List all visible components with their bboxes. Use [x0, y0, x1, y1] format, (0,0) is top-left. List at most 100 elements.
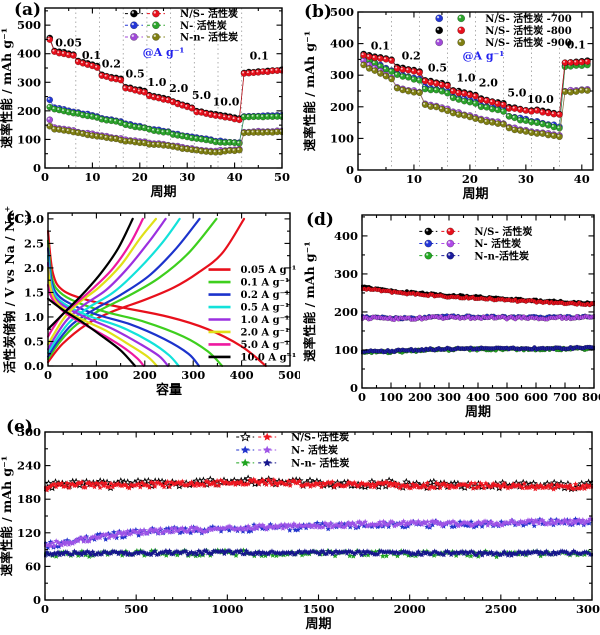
svg-text:30: 30 — [179, 170, 195, 184]
svg-text:50: 50 — [274, 170, 290, 184]
svg-text:0.5: 0.5 — [24, 334, 44, 348]
svg-text:100: 100 — [330, 131, 354, 145]
svg-text:N-n-活性炭: N-n-活性炭 — [474, 249, 529, 262]
svg-text:N/S- 活性炭: N/S- 活性炭 — [180, 7, 238, 20]
svg-text:5.0: 5.0 — [192, 89, 211, 102]
svg-text:N- 活性炭: N- 活性炭 — [474, 237, 521, 250]
panel-c-charge-discharge-curves: (c) 0 100 200 300 400 500 0.0 0.5 1.0 1.5 2.0 2.5 3.… — [0, 198, 300, 418]
svg-text:N/S- 活性炭 -800: N/S- 活性炭 -800 — [485, 24, 572, 37]
svg-text:0.2 A g⁻¹: 0.2 A g⁻¹ — [241, 290, 290, 301]
svg-text:1.0 A g⁻¹: 1.0 A g⁻¹ — [241, 315, 290, 326]
svg-text:1.0: 1.0 — [147, 76, 166, 89]
svg-text:100: 100 — [17, 132, 41, 146]
svg-text:2000: 2000 — [394, 602, 426, 616]
svg-text:0.1 A g⁻¹: 0.1 A g⁻¹ — [241, 278, 290, 289]
svg-text:40: 40 — [227, 170, 243, 184]
svg-text:180: 180 — [17, 492, 41, 506]
svg-text:10: 10 — [84, 170, 100, 184]
svg-text:0: 0 — [41, 602, 49, 616]
svg-text:500: 500 — [17, 18, 41, 32]
svg-text:10.0: 10.0 — [213, 96, 240, 109]
svg-text:0: 0 — [346, 163, 354, 177]
svg-text:100: 100 — [379, 390, 403, 404]
svg-text:2.0: 2.0 — [479, 77, 498, 90]
svg-text:速率性能 / mAh g⁻¹: 速率性能 / mAh g⁻¹ — [0, 28, 14, 148]
svg-text:800: 800 — [582, 390, 600, 404]
svg-text:0.2: 0.2 — [402, 49, 421, 62]
svg-text:N- 活性炭: N- 活性炭 — [180, 19, 227, 32]
svg-text:N- 活性炭: N- 活性炭 — [291, 444, 338, 457]
svg-text:周期: 周期 — [462, 187, 488, 200]
svg-text:2.0 A g⁻¹: 2.0 A g⁻¹ — [241, 328, 290, 339]
svg-text:0: 0 — [354, 172, 362, 186]
svg-text:0.05: 0.05 — [55, 37, 82, 50]
svg-text:200: 200 — [330, 100, 354, 114]
panel-a-rate-capability: (a) 0.05 0.1 0.2 0.5 1.0 2.0 5.0 10.0 0.1 @A g⁻¹ 0… — [0, 0, 300, 200]
svg-text:1500: 1500 — [302, 602, 334, 616]
svg-text:0: 0 — [33, 593, 41, 607]
svg-text:120: 120 — [17, 526, 41, 540]
svg-text:2.0: 2.0 — [169, 82, 188, 95]
svg-text:500: 500 — [330, 5, 354, 19]
svg-text:0.5: 0.5 — [125, 68, 144, 81]
svg-text:2.0: 2.0 — [24, 261, 44, 275]
svg-text:周期: 周期 — [465, 405, 491, 418]
svg-text:200: 200 — [334, 305, 358, 319]
panel-d-label: (d) — [306, 210, 334, 230]
svg-text:300: 300 — [17, 425, 41, 439]
svg-text:0.1: 0.1 — [250, 49, 269, 62]
svg-text:100: 100 — [334, 343, 358, 357]
svg-text:0: 0 — [41, 170, 49, 184]
svg-text:400: 400 — [466, 390, 490, 404]
svg-text:1000: 1000 — [211, 602, 243, 616]
svg-text:速率性能 / mAh g⁻¹: 速率性能 / mAh g⁻¹ — [0, 456, 14, 576]
svg-text:400: 400 — [17, 47, 41, 61]
svg-text:200: 200 — [17, 104, 41, 118]
svg-text:500: 500 — [124, 602, 148, 616]
svg-text:20: 20 — [462, 172, 478, 186]
svg-text:速率性能 / mAh g⁻¹: 速率性能 / mAh g⁻¹ — [302, 31, 317, 151]
svg-text:0.1: 0.1 — [371, 39, 390, 52]
svg-text:容量: 容量 — [155, 382, 182, 398]
svg-text:3.0: 3.0 — [24, 212, 44, 226]
svg-text:1.5: 1.5 — [24, 285, 44, 299]
svg-text:2500: 2500 — [485, 602, 517, 616]
svg-text:0.2: 0.2 — [102, 57, 121, 70]
svg-text:N-n- 活性炭: N-n- 活性炭 — [291, 457, 349, 470]
svg-text:N/S- 活性炭 -900: N/S- 活性炭 -900 — [485, 36, 572, 49]
svg-text:0.1: 0.1 — [567, 38, 586, 51]
svg-text:10: 10 — [406, 172, 422, 186]
svg-text:0: 0 — [350, 381, 358, 395]
svg-text:周期: 周期 — [305, 617, 331, 632]
svg-text:100: 100 — [84, 368, 108, 382]
svg-text:10.0 A g⁻¹: 10.0 A g⁻¹ — [241, 352, 297, 363]
svg-text:N-n- 活性炭: N-n- 活性炭 — [180, 31, 238, 44]
svg-text:300: 300 — [437, 390, 461, 404]
panel-d-cycling-800: (d) 0 100 200 300 400 500 600 700 800 0 100 200 300 4… — [300, 198, 600, 418]
svg-text:300: 300 — [17, 75, 41, 89]
svg-text:30: 30 — [518, 172, 534, 186]
svg-text:0.5: 0.5 — [428, 61, 447, 74]
svg-text:400: 400 — [230, 368, 254, 382]
svg-text:0.05 A g⁻¹: 0.05 A g⁻¹ — [241, 265, 297, 276]
svg-text:40: 40 — [574, 172, 590, 186]
svg-text:500: 500 — [278, 368, 300, 382]
panel-b-rate-capability-temperatures: (b) 0.1 0.2 0.5 1.0 2.0 5.0 10.0 0.1 @A g⁻¹ 0 10 20… — [300, 0, 600, 200]
svg-text:700: 700 — [553, 390, 577, 404]
svg-text:活性炭储钠 / V vs Na / Na⁺: 活性炭储钠 / V vs Na / Na⁺ — [2, 206, 17, 373]
svg-text:300: 300 — [334, 267, 358, 281]
svg-text:240: 240 — [17, 459, 41, 473]
svg-text:0: 0 — [33, 161, 41, 175]
svg-text:@A g⁻¹: @A g⁻¹ — [143, 46, 185, 59]
svg-text:60: 60 — [25, 559, 41, 573]
svg-text:@A g⁻¹: @A g⁻¹ — [462, 49, 504, 62]
svg-text:N/S- 活性炭: N/S- 活性炭 — [474, 225, 532, 238]
svg-text:300: 300 — [181, 368, 205, 382]
svg-text:N/S- 活性炭 -700: N/S- 活性炭 -700 — [485, 12, 572, 25]
svg-text:1.0: 1.0 — [456, 72, 475, 85]
svg-text:20: 20 — [132, 170, 148, 184]
svg-text:5.0: 5.0 — [507, 87, 526, 100]
